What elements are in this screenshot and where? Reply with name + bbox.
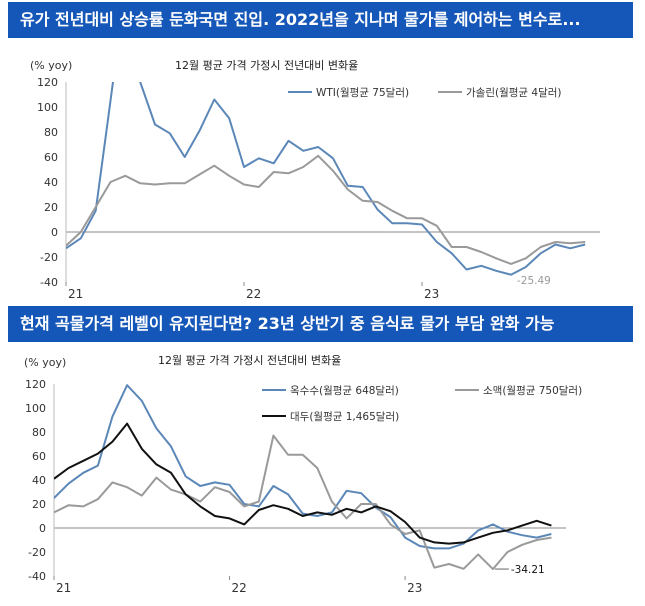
series-line-1: [66, 82, 586, 276]
y-tick-label: 100: [25, 402, 46, 415]
x-tick-label: 21: [56, 581, 71, 595]
series-group: [54, 384, 552, 571]
chart-title: 12월 평균 가격 가정시 전년대비 변화율: [175, 59, 358, 72]
y-tick-label: 80: [32, 426, 46, 439]
x-tick-label: 23: [424, 287, 439, 300]
series-line-3: [54, 422, 552, 545]
legend-label-2: 소맥(월평균 750달러): [483, 385, 582, 397]
y-tick-label: 40: [32, 474, 46, 487]
x-tick-label: 21: [68, 287, 83, 300]
y-axis-unit: (% yoy): [30, 59, 72, 72]
series-line-1: [54, 384, 552, 550]
y-tick-label: 60: [32, 450, 46, 463]
x-tick-label: 22: [246, 287, 261, 300]
legend-label-1: 옥수수(월평균 648달러): [290, 385, 399, 397]
x-tick-label: 22: [232, 581, 247, 595]
y-tick-label: -40: [28, 570, 46, 583]
bottom-banner: 현재 곡물가격 레벨이 유지된다면? 23년 상반기 중 음식료 물가 부담 완…: [8, 306, 633, 342]
grain-price-chart: 12월 평균 가격 가정시 전년대비 변화율 (% yoy) -40 -20 0 20 40…: [24, 354, 582, 595]
y-axis-unit: (% yoy): [24, 356, 66, 369]
top-banner: 유가 전년대비 상승률 둔화국면 진입. 2022년을 지나며 물가를 제어하는…: [8, 2, 633, 38]
y-tick-label: 20: [44, 201, 58, 214]
series-line-2: [54, 434, 552, 571]
y-tick-label: 40: [44, 176, 58, 189]
y-tick-label: 20: [32, 498, 46, 511]
annotation-label: -34.21: [511, 564, 545, 576]
legend-label-3: 대두(월평균 1,465달러): [290, 411, 399, 423]
y-tick-label: 60: [44, 151, 58, 164]
y-tick-label: -40: [40, 276, 58, 289]
y-tick-label: 0: [39, 522, 46, 535]
y-tick-label: 120: [37, 76, 58, 89]
chart-title: 12월 평균 가격 가정시 전년대비 변화율: [158, 354, 341, 367]
series-group: [66, 82, 586, 276]
y-tick-label: -20: [28, 546, 46, 559]
y-tick-label: 80: [44, 126, 58, 139]
y-tick-label: -20: [40, 251, 58, 264]
y-tick-label: 120: [25, 378, 46, 391]
y-tick-label: 0: [51, 226, 58, 239]
legend-label-2: 가솔린(월평균 4달러): [466, 87, 562, 99]
legend-label-1: WTI(월평균 75달러): [316, 87, 409, 99]
series-line-2: [66, 154, 586, 265]
y-tick-label: 100: [37, 101, 58, 114]
annotation-label: -25.49: [517, 275, 551, 287]
x-tick-label: 23: [407, 581, 422, 595]
wti-gasoline-chart: 12월 평균 가격 가정시 전년대비 변화율 (% yoy) -40 -20 0 20 40…: [30, 59, 600, 300]
